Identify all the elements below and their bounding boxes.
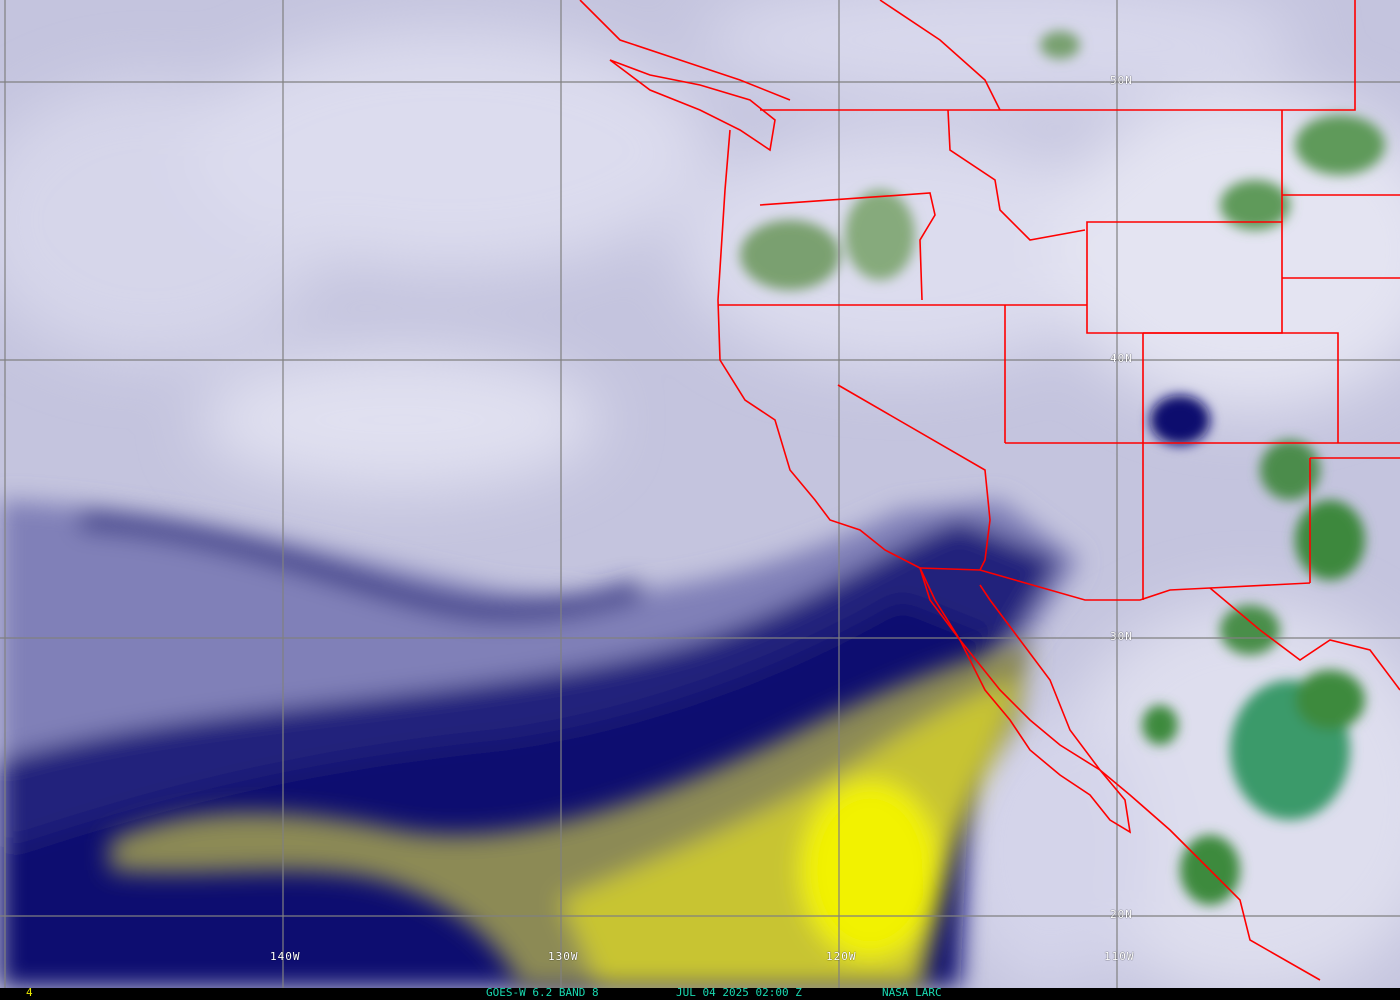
convective-clouds [740, 31, 1385, 905]
lat-label-20n: 20N [1110, 908, 1133, 921]
baja-coast [919, 567, 1132, 834]
puget-coast [579, 0, 791, 101]
lat-label-30n: 30N [1110, 630, 1133, 643]
coastline [717, 129, 1321, 981]
dry-air-region [110, 640, 1030, 988]
lon-label-110w: 110W [1104, 950, 1135, 963]
vancouver-island [609, 59, 776, 152]
frame-number: 4 [26, 986, 33, 999]
lon-label-140w: 140W [270, 950, 301, 963]
source-label: NASA LARC [882, 986, 942, 999]
lon-label-120w: 120W [826, 950, 857, 963]
status-bar: 4 GOES-W 6.2 BAND 8 JUL 04 2025 02:00 Z … [0, 986, 1400, 1000]
product-label: GOES-W 6.2 BAND 8 [486, 986, 599, 999]
political-boundaries [579, 0, 1400, 981]
lat-label-50n: 50N [1110, 74, 1133, 87]
lat-label-40n: 40N [1110, 352, 1133, 365]
lon-label-130w: 130W [548, 950, 579, 963]
datetime-label: JUL 04 2025 02:00 Z [676, 986, 802, 999]
